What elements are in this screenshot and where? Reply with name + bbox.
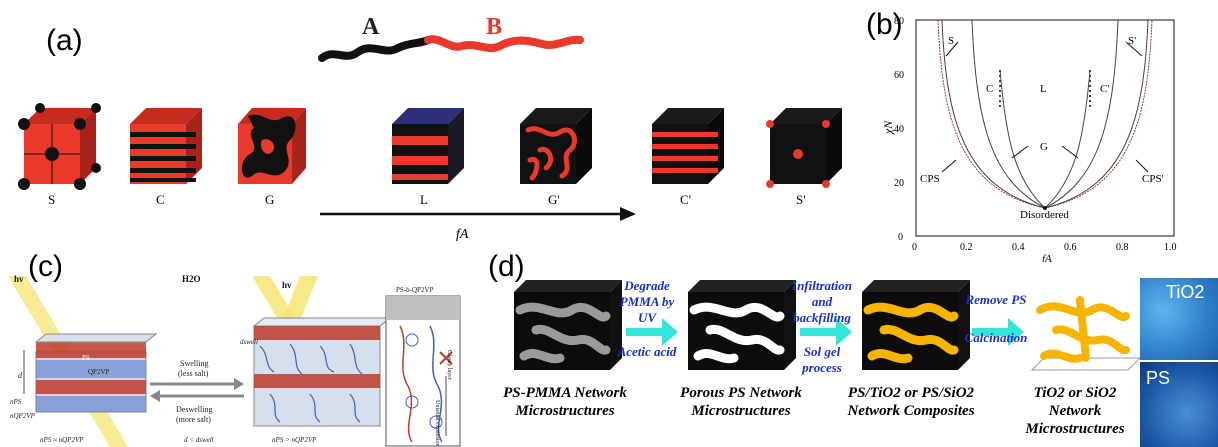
svg-text:0.6: 0.6 xyxy=(1064,242,1077,253)
panel-c-label: (c) xyxy=(28,250,63,283)
dswell-label: dswell xyxy=(240,338,258,346)
chain-block-a xyxy=(318,36,432,62)
caption-ps-pmma: PS-PMMA Network Microstructures xyxy=(503,385,627,419)
svg-text:20: 20 xyxy=(894,178,904,189)
fa-axis-label: fA xyxy=(456,227,469,242)
region-s-prime: S' xyxy=(1128,35,1136,47)
uniaxial-label: Uniaxial expansion xyxy=(434,400,440,447)
bottom-left-label: nPS ≈ nQP2VP xyxy=(40,436,84,444)
h2o-label: H2O xyxy=(182,274,201,284)
block-oxide-network xyxy=(1030,296,1140,371)
step1-top: Degrade PMMA by UV xyxy=(619,278,675,325)
step3-top: Remove PS xyxy=(965,292,1027,307)
region-c: C xyxy=(986,83,993,95)
caption-porous-ps: Porous PS Network Microstructures xyxy=(680,385,802,419)
glassy-label: Glassy layer xyxy=(446,350,452,380)
svg-text:(more salt): (more salt) xyxy=(176,415,211,424)
panel-b-phase-diagram: 0 20 40 60 80 χN 0 0.2 0.4 0.6 0.8 1.0 f… xyxy=(881,16,1177,262)
panel-d-label: (d) xyxy=(488,250,525,283)
cube-s xyxy=(18,103,101,190)
cube-label-g: G xyxy=(265,192,274,207)
ps-photo-label: PS xyxy=(1146,368,1171,388)
ps-micrograph: PS xyxy=(1140,362,1218,447)
chain-label-a: A xyxy=(362,14,380,40)
fa-arrow-head xyxy=(620,207,636,221)
arrow-step-3 xyxy=(972,318,1024,346)
svg-text:0: 0 xyxy=(898,232,903,243)
bottom-right-label: nPS > nQP2VP xyxy=(272,436,317,444)
cube-label-c-prime: C' xyxy=(680,192,691,207)
step2-bottom: Sol gel process xyxy=(802,344,842,375)
tio2-label: TiO2 xyxy=(1166,282,1205,302)
region-g: G xyxy=(1040,141,1048,153)
chi-n-label: χN xyxy=(881,120,895,135)
region-cps-prime: CPS' xyxy=(1142,173,1164,185)
step2-top: Infiltration and backfilling xyxy=(792,278,852,325)
cube-label-l: L xyxy=(420,192,428,207)
cube-l xyxy=(392,108,464,184)
panel-b-label: (b) xyxy=(866,8,903,41)
block-ps-pmma xyxy=(514,280,622,370)
bottom-mid-label: d < dswell xyxy=(184,436,214,444)
swelling-label: Swelling xyxy=(180,359,208,368)
caption-composite: PS/TiO2 or PS/SiO2 Network Composites xyxy=(847,385,975,419)
step3-bottom: Calcination xyxy=(964,330,1028,345)
cube-g xyxy=(238,108,306,184)
svg-text:60: 60 xyxy=(894,70,904,81)
panel-c-diagram: hv H2O hv PS QP2VP d nPS nQP2VP nPS ≈ nQ… xyxy=(8,274,461,447)
region-l: L xyxy=(1040,83,1047,95)
block-porous-ps xyxy=(688,280,796,370)
arrow-step-2 xyxy=(800,318,852,346)
block-label: PS-b-QP2VP xyxy=(396,286,433,294)
left-film xyxy=(34,333,158,413)
panel-a-label: (a) xyxy=(46,24,83,57)
cube-label-c: C xyxy=(156,192,165,207)
chain-label-b: B xyxy=(486,14,502,40)
region-cps: CPS xyxy=(920,173,940,185)
svg-text:0.8: 0.8 xyxy=(1116,242,1129,253)
step1-bottom: Acetic acid xyxy=(617,344,677,359)
panel-d-process xyxy=(514,280,1140,371)
cube-label-s: S xyxy=(48,192,55,207)
svg-text:0: 0 xyxy=(912,242,917,253)
cube-label-s-prime: S' xyxy=(796,192,806,207)
qp2vp-label: QP2VP xyxy=(88,368,110,376)
cube-s-prime xyxy=(766,108,842,188)
panel-a-diagram: A B xyxy=(18,14,842,242)
region-c-prime: C' xyxy=(1100,83,1109,95)
cube-label-g-prime: G' xyxy=(548,192,560,207)
svg-text:80: 80 xyxy=(894,16,904,27)
nps-label: nPS xyxy=(10,398,22,406)
svg-text:(less salt): (less salt) xyxy=(178,369,209,378)
hv-left: hv xyxy=(14,274,24,284)
ps-label: PS xyxy=(82,354,90,362)
hv-right: hv xyxy=(282,280,292,290)
svg-text:0.4: 0.4 xyxy=(1012,242,1025,253)
cube-g-prime xyxy=(520,108,592,184)
svg-text:40: 40 xyxy=(894,124,904,135)
zoom-box xyxy=(385,295,461,447)
cube-c-prime xyxy=(652,108,724,184)
d-label: d xyxy=(18,371,23,380)
caption-oxide: TiO2 or SiO2 Network Microstructures xyxy=(1025,385,1125,437)
svg-text:1.0: 1.0 xyxy=(1164,242,1177,253)
svg-text:0.2: 0.2 xyxy=(960,242,973,253)
arrow-step-1 xyxy=(626,318,678,346)
nqp2vp-label: nQP2VP xyxy=(10,412,36,420)
deswelling-label: Deswelling xyxy=(176,405,212,414)
chain-block-b xyxy=(424,35,584,52)
tio2-micrograph: TiO2 xyxy=(1140,278,1218,360)
block-composite xyxy=(862,280,970,370)
cube-c xyxy=(130,108,202,184)
region-disordered: Disordered xyxy=(1020,209,1069,221)
fa-xlabel: fA xyxy=(1042,253,1052,262)
right-film xyxy=(252,317,392,427)
region-s: S xyxy=(948,35,954,47)
